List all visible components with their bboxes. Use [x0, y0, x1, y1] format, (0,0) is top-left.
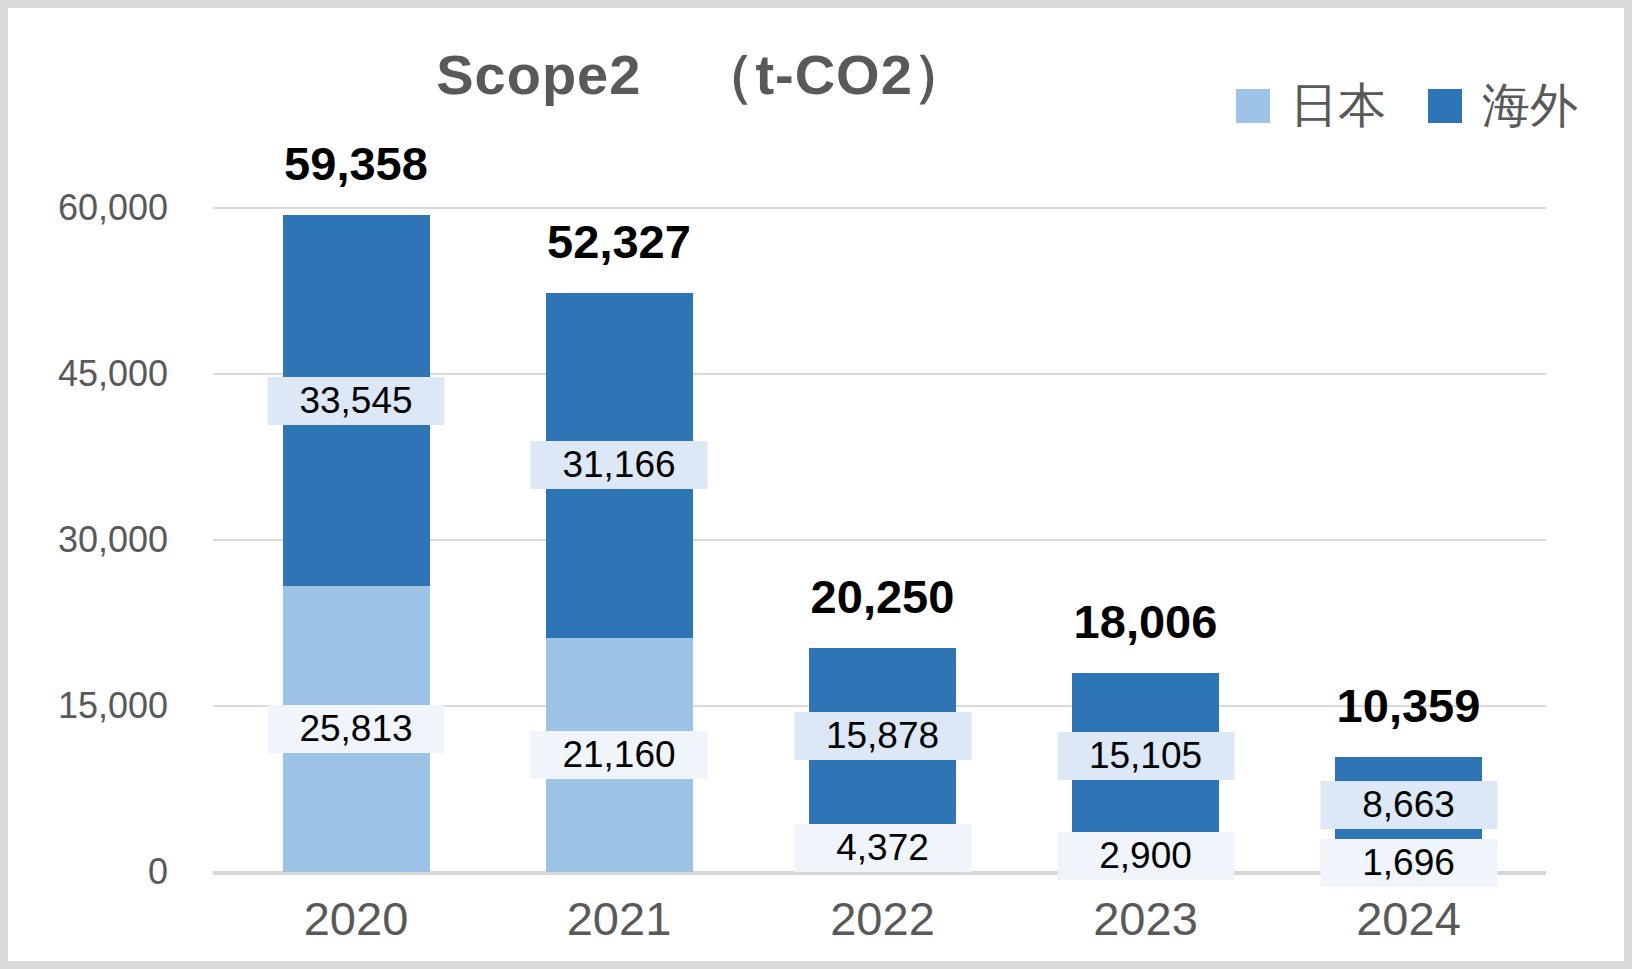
segment-data-label: 1,696	[1320, 839, 1497, 887]
x-tick-label: 2024	[1356, 891, 1461, 946]
y-tick-label: 45,000	[8, 356, 168, 392]
legend-swatch-japan-icon	[1236, 89, 1270, 123]
segment-data-label: 21,160	[531, 731, 708, 779]
y-tick-label: 15,000	[8, 688, 168, 724]
legend-label-japan: 日本	[1290, 82, 1386, 130]
segment-data-label: 25,813	[268, 705, 445, 753]
legend-item-overseas: 海外	[1428, 82, 1578, 130]
segment-data-label: 2,900	[1057, 832, 1234, 880]
legend-swatch-overseas-icon	[1428, 89, 1462, 123]
legend-item-japan: 日本	[1236, 82, 1386, 130]
legend: 日本 海外	[1236, 82, 1578, 130]
segment-data-label: 8,663	[1320, 781, 1497, 829]
chart-title: Scope2 （t-CO2）	[436, 38, 970, 114]
total-label: 20,250	[811, 568, 955, 623]
x-tick-label: 2021	[567, 891, 672, 946]
total-label: 18,006	[1074, 593, 1218, 648]
x-tick-label: 2023	[1093, 891, 1198, 946]
segment-data-label: 31,166	[531, 441, 708, 489]
y-tick-label: 0	[8, 854, 168, 890]
segment-data-label: 15,105	[1057, 732, 1234, 780]
total-label: 10,359	[1337, 678, 1481, 733]
total-label: 59,358	[284, 136, 428, 191]
y-tick-label: 60,000	[8, 190, 168, 226]
total-label: 52,327	[547, 213, 691, 268]
x-tick-label: 2020	[304, 891, 409, 946]
y-tick-label: 30,000	[8, 522, 168, 558]
x-tick-label: 2022	[830, 891, 935, 946]
segment-data-label: 15,878	[794, 712, 971, 760]
chart-canvas: Scope2 （t-CO2） 日本 海外 0 15,000 30,000 45,000…	[0, 0, 1632, 969]
segment-data-label: 33,545	[268, 377, 445, 425]
gridline	[213, 207, 1546, 209]
legend-label-overseas: 海外	[1482, 82, 1578, 130]
segment-data-label: 4,372	[794, 824, 971, 872]
